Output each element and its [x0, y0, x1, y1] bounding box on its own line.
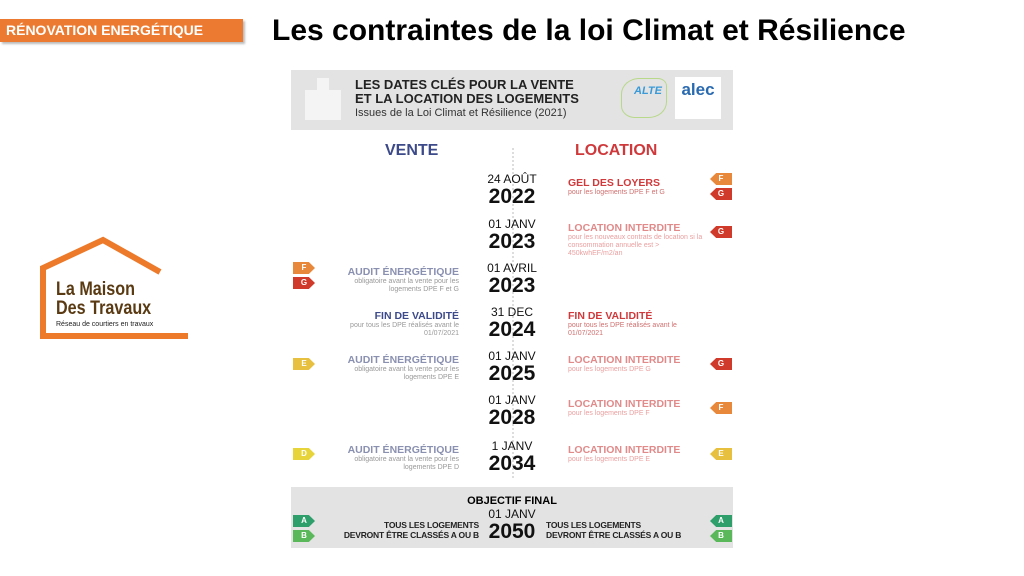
house-outline-icon: [40, 236, 188, 339]
date-day: 01 AVRIL: [487, 261, 537, 275]
vente-event-title: FIN DE VALIDITÉ: [374, 310, 459, 322]
timeline-date: 01 AVRIL 2023: [462, 261, 562, 297]
timeline-date: 01 JANV 2028: [462, 393, 562, 429]
date-year: 2028: [488, 406, 536, 429]
dpe-badge-g: G: [710, 358, 732, 370]
date-day: 01 JANV: [488, 349, 536, 363]
date-year: 2023: [488, 274, 536, 297]
logo-tagline: Réseau de courtiers en travaux: [56, 321, 154, 328]
dpe-badge-f: F: [293, 262, 315, 274]
vente-event-desc: obligatoire avant la vente pour les loge…: [354, 366, 459, 381]
building-icon: [305, 78, 341, 120]
dpe-badge-f: F: [710, 173, 732, 185]
final-location-l2: DEVRONT ÊTRE CLASSÉS A OU B: [546, 530, 682, 540]
vente-event: FIN DE VALIDITÉ pour tous les DPE réalisé…: [329, 310, 459, 338]
date-year: 2023: [488, 230, 536, 253]
location-event-title: GEL DES LOYERS: [568, 177, 660, 189]
date-day: 31 DEC: [490, 305, 534, 319]
vente-event-desc: pour tous les DPE réalisés avant le 01/0…: [350, 322, 459, 337]
final-location-text: TOUS LES LOGEMENTS DEVRONT ÊTRE CLASSÉS A…: [546, 520, 681, 540]
alec-logo: alec: [675, 77, 721, 119]
final-objective: OBJECTIF FINAL 01 JANV 2050 TOUS LES LOGE…: [291, 487, 733, 548]
header-line1: LES DATES CLÉS POUR LA VENTE: [355, 77, 574, 92]
vente-event-title: AUDIT ÉNERGÉTIQUE: [347, 266, 459, 278]
infographic: LES DATES CLÉS POUR LA VENTE ET LA LOCATI…: [291, 70, 733, 548]
final-vente-l1: TOUS LES LOGEMENTS: [384, 520, 479, 530]
timeline-date: 1 JANV 2034: [462, 439, 562, 475]
dpe-badge-g: G: [293, 277, 315, 289]
timeline-date: 01 JANV 2023: [462, 217, 562, 253]
dpe-badge-f: F: [710, 402, 732, 414]
location-event-title: LOCATION INTERDITE: [568, 354, 681, 366]
column-location: LOCATION: [575, 142, 658, 159]
final-day: 01 JANV: [488, 507, 536, 521]
location-event: LOCATION INTERDITE pour les logements DPE…: [568, 398, 703, 418]
final-title: OBJECTIF FINAL: [467, 495, 557, 507]
timeline-date: 24 AOÛT 2022: [462, 172, 562, 208]
badge-a-left: A: [293, 515, 315, 527]
date-day: 24 AOÛT: [487, 172, 537, 186]
vente-event: AUDIT ÉNERGÉTIQUE obligatoire avant la ve…: [329, 354, 459, 382]
timeline-date: 31 DEC 2024: [462, 305, 562, 341]
vente-event: AUDIT ÉNERGÉTIQUE obligatoire avant la ve…: [329, 444, 459, 472]
vente-event-desc: obligatoire avant la vente pour les loge…: [354, 456, 459, 471]
maison-des-travaux-logo: La Maison Des Travaux Réseau de courtiers…: [38, 236, 190, 340]
infographic-header: LES DATES CLÉS POUR LA VENTE ET LA LOCATI…: [291, 70, 733, 130]
location-event: FIN DE VALIDITÉ pour tous les DPE réalisé…: [568, 310, 703, 338]
alte-logo: ALTE: [621, 78, 667, 118]
timeline-line: [512, 148, 514, 478]
vente-event-title: AUDIT ÉNERGÉTIQUE: [347, 354, 459, 366]
location-event: LOCATION INTERDITE pour les logements DPE…: [568, 444, 703, 464]
location-event-title: LOCATION INTERDITE: [568, 222, 681, 234]
badge-b-right: B: [710, 530, 732, 542]
dpe-badge-e: E: [293, 358, 315, 370]
date-year: 2024: [488, 318, 536, 341]
location-event-desc: pour les logements DPE E: [568, 456, 651, 463]
column-vente: VENTE: [385, 142, 439, 159]
location-event-title: FIN DE VALIDITÉ: [568, 310, 653, 322]
logo-line2: Des Travaux: [56, 298, 152, 319]
location-event: GEL DES LOYERS pour les logements DPE F e…: [568, 177, 703, 197]
location-event-desc: pour les nouveaux contrats de location s…: [568, 234, 703, 257]
location-event-title: LOCATION INTERDITE: [568, 444, 681, 456]
location-event: LOCATION INTERDITE pour les nouveaux cont…: [568, 222, 703, 258]
final-vente-l2: DEVRONT ÊTRE CLASSÉS A OU B: [343, 530, 479, 540]
date-day: 01 JANV: [488, 393, 536, 407]
date-year: 2025: [488, 362, 536, 385]
location-event-desc: pour les logements DPE F: [568, 410, 650, 417]
date-day: 1 JANV: [491, 439, 533, 453]
location-event-title: LOCATION INTERDITE: [568, 398, 681, 410]
date-day: 01 JANV: [488, 217, 536, 231]
header-line2: ET LA LOCATION DES LOGEMENTS: [355, 91, 579, 106]
vente-event-desc: obligatoire avant la vente pour les loge…: [354, 278, 459, 293]
vente-event: AUDIT ÉNERGÉTIQUE obligatoire avant la ve…: [329, 266, 459, 294]
location-event-desc: pour les logements DPE F et G: [568, 189, 665, 196]
dpe-badge-e: E: [710, 448, 732, 460]
vente-event-title: AUDIT ÉNERGÉTIQUE: [347, 444, 459, 456]
dpe-badge-g: G: [710, 226, 732, 238]
dpe-badge-d: D: [293, 448, 315, 460]
logo-line1: La Maison: [56, 279, 135, 300]
date-year: 2034: [488, 452, 536, 475]
location-event-desc: pour les logements DPE G: [568, 366, 651, 373]
timeline-date: 01 JANV 2025: [462, 349, 562, 385]
final-vente-text: TOUS LES LOGEMENTS DEVRONT ÊTRE CLASSÉS A…: [344, 520, 479, 540]
location-event-desc: pour tous les DPE réalisés avant le 01/0…: [568, 322, 677, 337]
date-year: 2022: [488, 185, 536, 208]
slide-title: Les contraintes de la loi Climat et Rési…: [272, 14, 906, 47]
location-event: LOCATION INTERDITE pour les logements DPE…: [568, 354, 703, 374]
final-date: 01 JANV 2050: [482, 507, 542, 543]
badge-b-left: B: [293, 530, 315, 542]
final-location-l1: TOUS LES LOGEMENTS: [546, 520, 641, 530]
final-year: 2050: [488, 520, 536, 543]
header-subtitle: Issues de la Loi Climat et Résilience (2…: [355, 107, 567, 119]
dpe-badge-g: G: [710, 188, 732, 200]
badge-a-right: A: [710, 515, 732, 527]
section-tag: RÉNOVATION ENERGÉTIQUE: [0, 19, 243, 42]
